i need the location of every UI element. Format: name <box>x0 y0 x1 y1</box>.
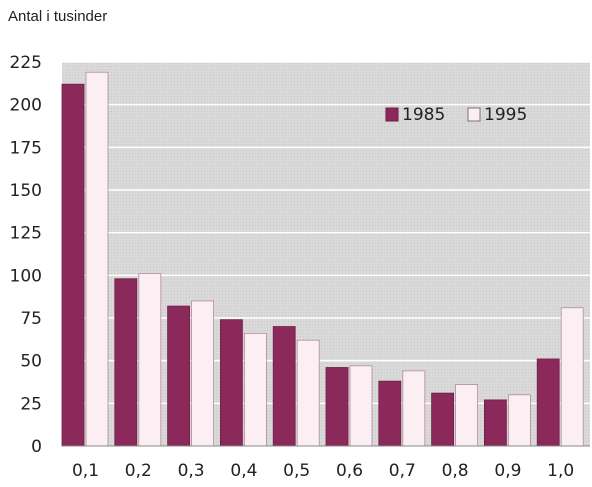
y-tick-label: 50 <box>20 352 42 372</box>
bar-1995 <box>402 370 426 447</box>
y-tick-label: 200 <box>10 96 42 116</box>
y-tick-label: 125 <box>10 224 42 244</box>
legend-label-1985: 1985 <box>402 105 445 125</box>
x-tick-label: 0,4 <box>230 461 257 481</box>
x-tick-label: 0,1 <box>72 461 99 481</box>
legend-swatch-1985 <box>385 107 399 122</box>
bar-1995 <box>349 365 373 447</box>
y-tick-label: 25 <box>20 394 42 414</box>
bar-1995 <box>191 300 215 447</box>
y-tick-label: 150 <box>10 181 42 201</box>
legend-label-1995: 1995 <box>484 105 527 125</box>
bar-1995 <box>560 307 584 447</box>
x-tick-label: 0,6 <box>336 461 363 481</box>
bar-1985 <box>483 399 507 447</box>
bar-1985 <box>272 326 296 447</box>
y-tick-label: 175 <box>10 138 42 158</box>
bar-1995 <box>243 332 267 447</box>
x-tick-label: 0,7 <box>389 461 416 481</box>
bar-1985 <box>61 83 85 447</box>
bar-1995 <box>138 273 162 447</box>
bar-1985 <box>219 319 243 447</box>
y-tick-label: 100 <box>10 266 42 286</box>
y-tick-label: 0 <box>31 437 42 457</box>
x-tick-label: 0,2 <box>125 461 152 481</box>
x-tick-label: 0,5 <box>283 461 310 481</box>
bar-1995 <box>507 394 531 447</box>
y-axis-label: Antal i tusinder <box>8 8 108 25</box>
bar-1985 <box>114 278 138 447</box>
x-tick-label: 0,8 <box>442 461 469 481</box>
x-tick-label: 0,3 <box>178 461 205 481</box>
bar-1985 <box>167 305 191 447</box>
bar-1985 <box>536 358 560 447</box>
bar-1985 <box>431 392 455 447</box>
bar-1985 <box>325 367 349 447</box>
bar-1995 <box>85 71 109 447</box>
x-tick-label: 1,0 <box>547 461 574 481</box>
bar-1995 <box>455 384 479 447</box>
legend-swatch-1995 <box>467 107 481 122</box>
y-tick-label: 75 <box>20 309 42 329</box>
y-tick-label: 225 <box>10 53 42 73</box>
bar-1995 <box>296 339 320 447</box>
x-tick-label: 0,9 <box>494 461 521 481</box>
bar-1985 <box>378 380 402 447</box>
